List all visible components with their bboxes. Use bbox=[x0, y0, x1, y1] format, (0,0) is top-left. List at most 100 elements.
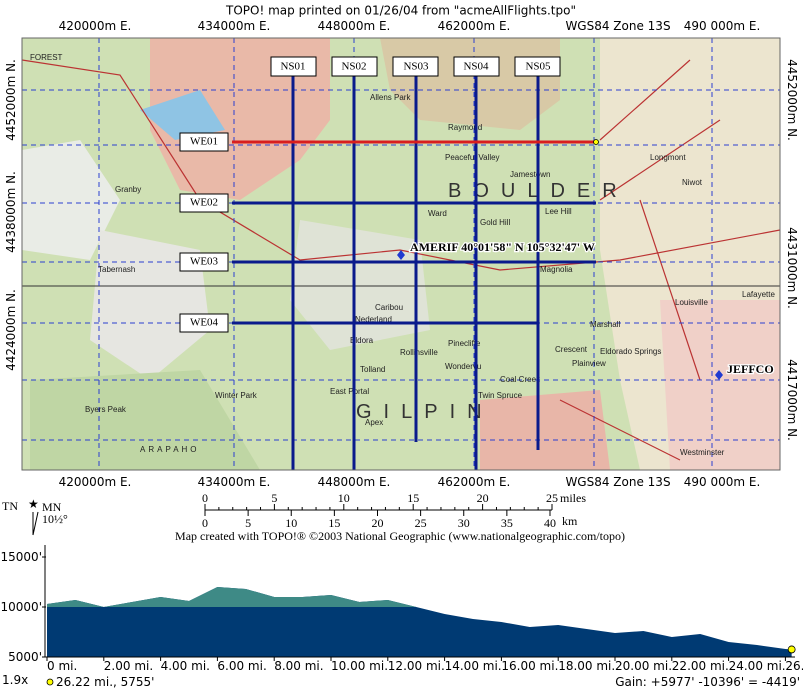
northing-label: 4452000m N. bbox=[785, 59, 799, 141]
gain-readout: Gain: +5977' -10396' = -4419' bbox=[615, 675, 800, 689]
route-label-box[interactable] bbox=[392, 56, 439, 77]
zoom-label: 1.9x bbox=[2, 673, 28, 687]
easting-label: 448000m E. bbox=[318, 475, 391, 489]
true-north-label: TN bbox=[2, 499, 18, 513]
x-tick-label: 0 mi. bbox=[47, 659, 77, 673]
y-tick-label: 15000' bbox=[1, 550, 42, 564]
scale-tick-label: 20 bbox=[477, 491, 489, 505]
map: FOREST Granby BOULDER Longmont Louisvill… bbox=[22, 38, 780, 470]
route-label[interactable]: WE02 bbox=[190, 197, 218, 209]
scale-tick-label: 40 bbox=[544, 516, 556, 530]
place-name: Longmont bbox=[650, 153, 686, 162]
waypoint-label[interactable]: JEFFCO bbox=[726, 361, 775, 378]
northing-label: 4438000m N. bbox=[4, 171, 18, 253]
place-name: Rollinsville bbox=[400, 348, 438, 357]
route-label[interactable]: NS01 bbox=[280, 61, 305, 73]
x-tick-label: 18.00 mi. bbox=[558, 659, 615, 673]
scale-tick-label: 0 bbox=[202, 516, 208, 530]
magnetic-north-label: MN bbox=[42, 500, 62, 514]
route-label[interactable]: NS04 bbox=[463, 61, 489, 73]
place-name: Tolland bbox=[360, 365, 385, 374]
page-title: TOPO! map printed on 01/26/04 from "acme… bbox=[225, 4, 576, 18]
x-tick-label: 6.00 mi. bbox=[217, 659, 266, 673]
x-tick-label: 12.00 mi. bbox=[388, 659, 445, 673]
zone-label: WGS84 Zone 13S bbox=[565, 19, 670, 33]
star-icon: ★ bbox=[28, 497, 39, 511]
scale-unit: miles bbox=[560, 491, 586, 505]
route-label[interactable]: WE01 bbox=[190, 136, 218, 148]
easting-label: 490 000m E. bbox=[684, 475, 761, 489]
route-label[interactable]: NS03 bbox=[403, 61, 429, 73]
cursor-readout: 26.22 mi., 5755' bbox=[56, 675, 154, 689]
scale-tick-label: 15 bbox=[328, 516, 340, 530]
waypoint-marker[interactable] bbox=[397, 250, 405, 260]
route-label-box[interactable] bbox=[179, 132, 229, 152]
route-label[interactable]: NS02 bbox=[341, 61, 366, 73]
place-name: Lee Hill bbox=[545, 207, 572, 216]
place-name: Lafayette bbox=[742, 290, 775, 299]
route-label-box[interactable] bbox=[270, 56, 317, 77]
place-name: East Portal bbox=[330, 387, 369, 396]
magnetic-north-line bbox=[32, 511, 39, 536]
x-tick-label: 24.00 mi. bbox=[729, 659, 786, 673]
northing-label: 4431000m N. bbox=[785, 227, 799, 309]
easting-label: 490 000m E. bbox=[684, 19, 761, 33]
route-label-box[interactable] bbox=[179, 193, 229, 213]
road bbox=[559, 59, 721, 461]
scale-tick-label: 10 bbox=[338, 491, 350, 505]
route-label-box[interactable] bbox=[179, 252, 229, 272]
scale-tick-label: 15 bbox=[407, 491, 419, 505]
scale-tick-label: 25 bbox=[415, 516, 427, 530]
credit: Map created with TOPO!® ©2003 National G… bbox=[175, 529, 625, 543]
x-tick-label: 22.00 mi. bbox=[672, 659, 729, 673]
zone-label: WGS84 Zone 13S bbox=[565, 475, 670, 489]
place-name: Byers Peak bbox=[85, 405, 127, 414]
route-label-box[interactable] bbox=[331, 56, 378, 77]
place-name: Niwot bbox=[682, 178, 703, 187]
profile-cursor bbox=[787, 645, 796, 654]
waypoints: AMERIF 40°01'58" N 105°32'47' W JEFFCO bbox=[397, 239, 775, 380]
place-name: Plainview bbox=[572, 359, 606, 368]
scale-bar: miles km Map created with TOPO!® ©2003 N… bbox=[175, 491, 625, 543]
scale-tick-label: 35 bbox=[501, 516, 513, 530]
waypoint-marker[interactable] bbox=[715, 370, 723, 380]
route-label-box[interactable] bbox=[453, 56, 500, 77]
easting-label: 420000m E. bbox=[59, 475, 132, 489]
route-labels: NS01 NS02 NS03 NS04 NS05 WE01 WE02 WE03 … bbox=[179, 56, 561, 333]
scale-unit: km bbox=[562, 514, 578, 528]
route-label[interactable]: WE04 bbox=[190, 317, 219, 329]
place-name: Eldorado Springs bbox=[600, 347, 661, 356]
x-tick-label: 10.00 mi. bbox=[331, 659, 388, 673]
x-tick-label: 16.00 mi. bbox=[501, 659, 558, 673]
northing-label: 4452000m N. bbox=[4, 59, 18, 141]
place-name: Westminster bbox=[680, 448, 725, 457]
north-arrow: TN ★ MN 10½° bbox=[2, 497, 68, 536]
place-name: Wondervu bbox=[445, 362, 481, 371]
terrain-area bbox=[30, 370, 260, 470]
easting-labels-top: 420000m E. 434000m E. 448000m E. 462000m… bbox=[59, 19, 761, 33]
route-endpoint bbox=[593, 139, 599, 145]
route-label[interactable]: WE03 bbox=[190, 256, 219, 268]
scale-tick-label: 30 bbox=[458, 516, 470, 530]
x-tick-label: 26.00 mi. bbox=[785, 659, 803, 673]
scale-tick-label: 20 bbox=[371, 516, 383, 530]
place-name: Apex bbox=[365, 418, 383, 427]
route-label-box[interactable] bbox=[514, 56, 561, 77]
place-name: Ward bbox=[428, 209, 447, 218]
waypoint-label[interactable]: AMERIF 40°01'58" N 105°32'47' W bbox=[409, 239, 596, 256]
x-tick-label: 2.00 mi. bbox=[104, 659, 153, 673]
place-name: Twin Spruce bbox=[478, 391, 523, 400]
place-name: Gold Hill bbox=[480, 218, 510, 227]
easting-label: 434000m E. bbox=[198, 475, 271, 489]
route-label-box[interactable] bbox=[179, 313, 229, 333]
elevation-profile: 1.9x 26.22 mi., 5755' Gain: +5977' -1039… bbox=[1, 545, 803, 689]
place-name: FOREST bbox=[30, 53, 63, 62]
place-name: Louisville bbox=[675, 298, 708, 307]
x-tick-label: 14.00 mi. bbox=[445, 659, 502, 673]
northing-label: 4417000m N. bbox=[785, 359, 799, 441]
easting-label: 434000m E. bbox=[198, 19, 271, 33]
route-label[interactable]: NS05 bbox=[525, 61, 551, 73]
y-tick-label: 10000' bbox=[1, 600, 42, 614]
